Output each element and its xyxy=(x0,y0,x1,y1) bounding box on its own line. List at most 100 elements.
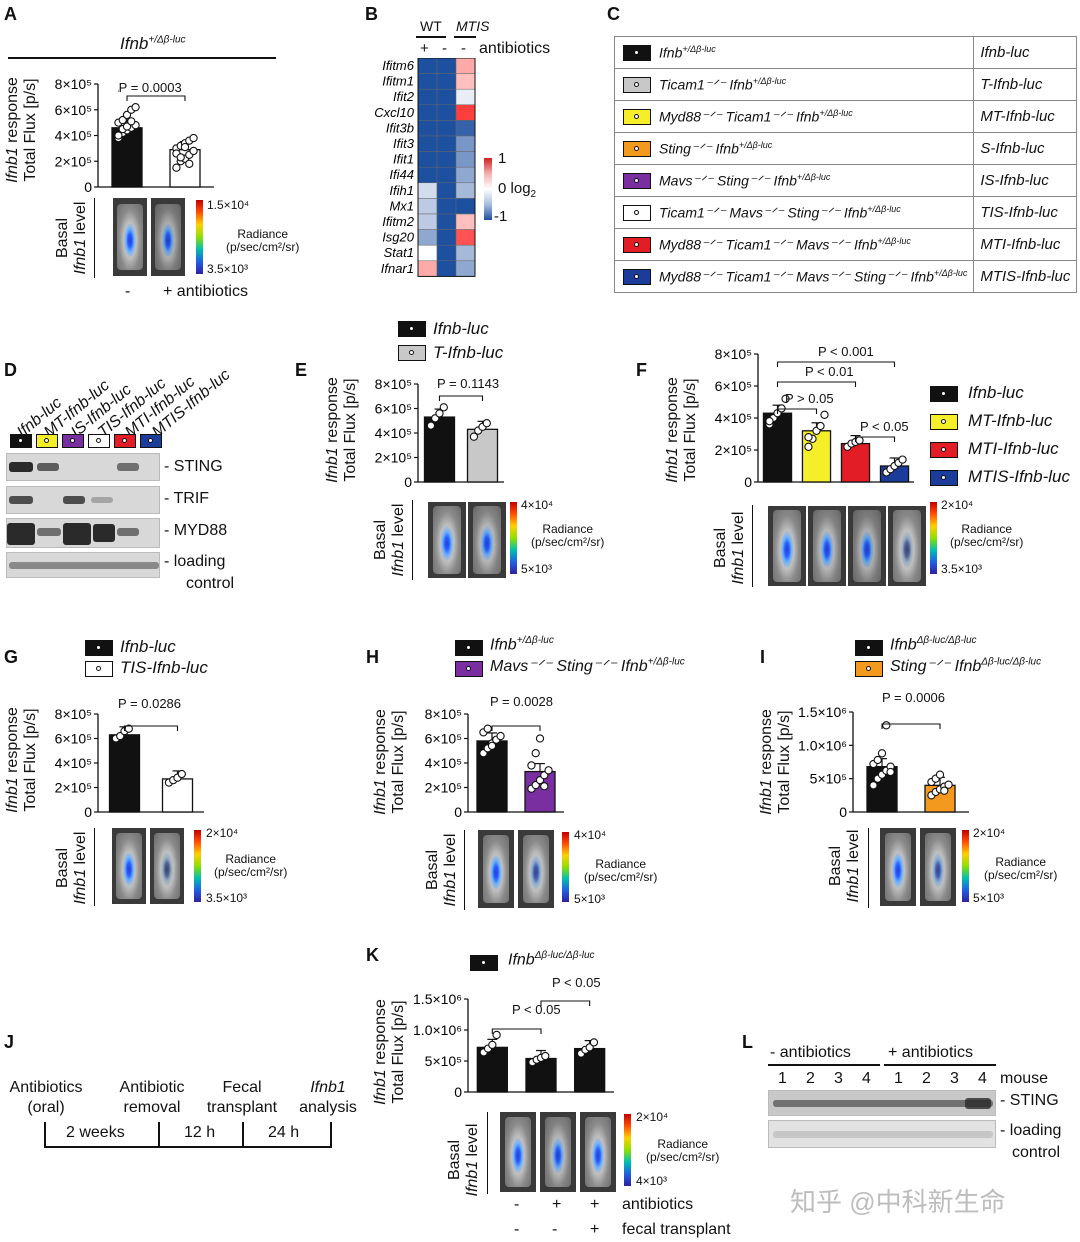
significance-bracket xyxy=(854,436,896,442)
y-tick-label: 6×10⁵ xyxy=(715,378,752,394)
panel-h-mouse-image-2 xyxy=(518,830,554,908)
heatmap-cell xyxy=(417,182,438,199)
heatmap-cell xyxy=(436,244,457,262)
data-point xyxy=(820,410,829,419)
panel-j-timeline xyxy=(44,1146,332,1148)
heatmap-row-label: Ifih1 xyxy=(389,183,414,198)
panel-e-legend-swatch-1 xyxy=(398,321,426,337)
heatmap-cell xyxy=(417,229,438,246)
heatmap-row-label: Isg20 xyxy=(382,230,415,245)
panel-a-rule xyxy=(8,57,276,59)
panel-d-blot-sting xyxy=(6,453,160,481)
heatmap-row-label: Ifit3 xyxy=(393,136,415,151)
panel-k-row1-col3: + xyxy=(590,1196,600,1213)
significance-bracket xyxy=(491,1028,542,1034)
panel-l-mouse-label: mouse xyxy=(1000,1070,1049,1087)
legend-swatch xyxy=(930,414,958,430)
genotype-short: IS-Ifnb-luc xyxy=(973,164,1078,197)
data-point xyxy=(426,421,436,430)
genotype-allele: +/Δβ-luc xyxy=(738,139,773,150)
genotype-row: Myd88⁻ᐟ⁻ Ticam1⁻ᐟ⁻ Ifnb+/Δβ-luc MT-Ifnb-l… xyxy=(613,100,1078,133)
swatch-dot xyxy=(941,419,946,424)
lane-swatch xyxy=(36,434,58,448)
y-tick-label: 2×10⁵ xyxy=(715,442,752,458)
heatmap-row-label: Ifit1 xyxy=(393,152,414,167)
panel-e-legend-2: T-Ifnb-luc xyxy=(433,343,504,362)
heatmap-cell xyxy=(455,135,476,152)
data-point xyxy=(527,761,536,770)
panel-k-p1: P < 0.05 xyxy=(512,1002,561,1017)
y-tick-label: 5×10⁵ xyxy=(810,771,847,787)
heatmap-cell xyxy=(417,260,438,277)
y-tick-label: 0 xyxy=(84,804,92,820)
genotype-allele: +/Δβ-luc xyxy=(877,235,911,246)
panel-d-lane-swatches xyxy=(0,0,162,448)
heatmap-cell xyxy=(417,198,438,215)
data-point xyxy=(127,117,136,126)
panel-f-mouse-image-4 xyxy=(888,506,926,586)
data-point xyxy=(435,409,444,418)
panel-j-duration-1: 2 weeks xyxy=(66,1124,125,1141)
genotype-row: Ticam1⁻ᐟ⁻ Ifnb+/Δβ-luc T-Ifnb-luc xyxy=(613,68,1078,101)
y-tick-label: 0 xyxy=(84,179,92,195)
swatch-dot xyxy=(122,438,127,443)
mouse-number: 1 xyxy=(778,1070,787,1087)
legend-swatch xyxy=(930,442,958,458)
legend-label: Ifnb-luc xyxy=(968,383,1024,402)
data-point xyxy=(589,1038,599,1047)
data-point xyxy=(777,404,786,413)
genotype-row: Myd88⁻ᐟ⁻ Ticam1⁻ᐟ⁻ Mavs⁻ᐟ⁻ Ifnb+/Δβ-luc M… xyxy=(613,228,1078,261)
genotype-row: Mavs⁻ᐟ⁻ Sting⁻ᐟ⁻ Ifnb+/Δβ-luc IS-Ifnb-luc xyxy=(613,164,1078,197)
panel-e-colorbar xyxy=(510,502,517,574)
data-point xyxy=(944,780,953,789)
panel-f-p1: P < 0.001 xyxy=(818,344,874,359)
panel-e-mouse-image-2 xyxy=(468,502,506,578)
panel-j-step-4: Ifnb1 analysis xyxy=(299,1079,357,1116)
genotype-name: Ifnb xyxy=(659,44,683,61)
data-point xyxy=(482,419,491,428)
bar xyxy=(108,734,141,813)
genotype-swatch xyxy=(623,269,651,285)
data-point xyxy=(877,749,887,758)
data-point xyxy=(855,436,864,445)
panel-e-pvalue: P = 0.1143 xyxy=(437,376,500,391)
y-tick-label: 4×10⁵ xyxy=(715,410,752,426)
panel-b-minus-2: - xyxy=(461,40,466,57)
genotype-cell: Ticam1⁻ᐟ⁻ Ifnb+/Δβ-luc xyxy=(613,68,975,101)
genotype-cell: Mavs⁻ᐟ⁻ Sting⁻ᐟ⁻ Ifnb+/Δβ-luc xyxy=(613,164,975,197)
panel-g-mouse-image-2 xyxy=(150,828,184,904)
swatch-dot xyxy=(941,391,946,396)
data-point xyxy=(804,433,813,442)
panel-b-scale-minus1: -1 xyxy=(494,208,508,225)
genotype-name: Myd88⁻ᐟ⁻ Ticam1⁻ᐟ⁻ Mavs⁻ᐟ⁻ Ifnb xyxy=(659,236,878,253)
y-tick-label: 4×10⁵ xyxy=(375,425,412,441)
genotype-cell: Myd88⁻ᐟ⁻ Ticam1⁻ᐟ⁻ Mavs⁻ᐟ⁻ Ifnb+/Δβ-luc xyxy=(613,228,975,261)
panel-b-mtis-label: MTIS xyxy=(456,18,490,34)
bar xyxy=(525,1057,557,1093)
heatmap-cell xyxy=(436,104,457,121)
panel-f-colorbar xyxy=(930,502,937,574)
panel-b-letter: B xyxy=(365,4,378,24)
swatch-dot xyxy=(70,438,75,443)
watermark: 知乎 @中科新生命 xyxy=(790,1187,1006,1217)
data-point xyxy=(882,721,891,730)
panel-g-bar-chart: 0 2×10⁵ 4×10⁵ 6×10⁵ 8×10⁵ xyxy=(55,706,204,820)
panel-j-step-2: Antibiotic removal xyxy=(119,1079,185,1116)
genotype-allele: +/Δβ-luc xyxy=(796,171,831,182)
heatmap-cell xyxy=(436,213,457,230)
heatmap-cell xyxy=(436,73,457,90)
y-tick-label: 2×10⁵ xyxy=(55,780,92,796)
panel-k-row2-label: fecal transplant xyxy=(622,1221,731,1238)
panel-a-mouse-image-2 xyxy=(151,198,185,276)
heatmap-cell xyxy=(436,120,457,137)
panel-d-control-label: control xyxy=(186,575,235,592)
heatmap-cell xyxy=(417,88,438,106)
significance-bracket xyxy=(540,1000,591,1006)
genotype-swatch xyxy=(623,109,651,125)
y-tick-label: 6×10⁵ xyxy=(55,731,92,747)
genotype-short: Ifnb-luc xyxy=(973,36,1078,69)
panel-l-sting-label: - STING xyxy=(1000,1092,1059,1109)
genotype-row: Ticam1⁻ᐟ⁻ Mavs⁻ᐟ⁻ Sting⁻ᐟ⁻ Ifnb+/Δβ-luc T… xyxy=(613,196,1078,229)
swatch-dot xyxy=(634,114,639,119)
swatch-dot xyxy=(634,82,639,87)
